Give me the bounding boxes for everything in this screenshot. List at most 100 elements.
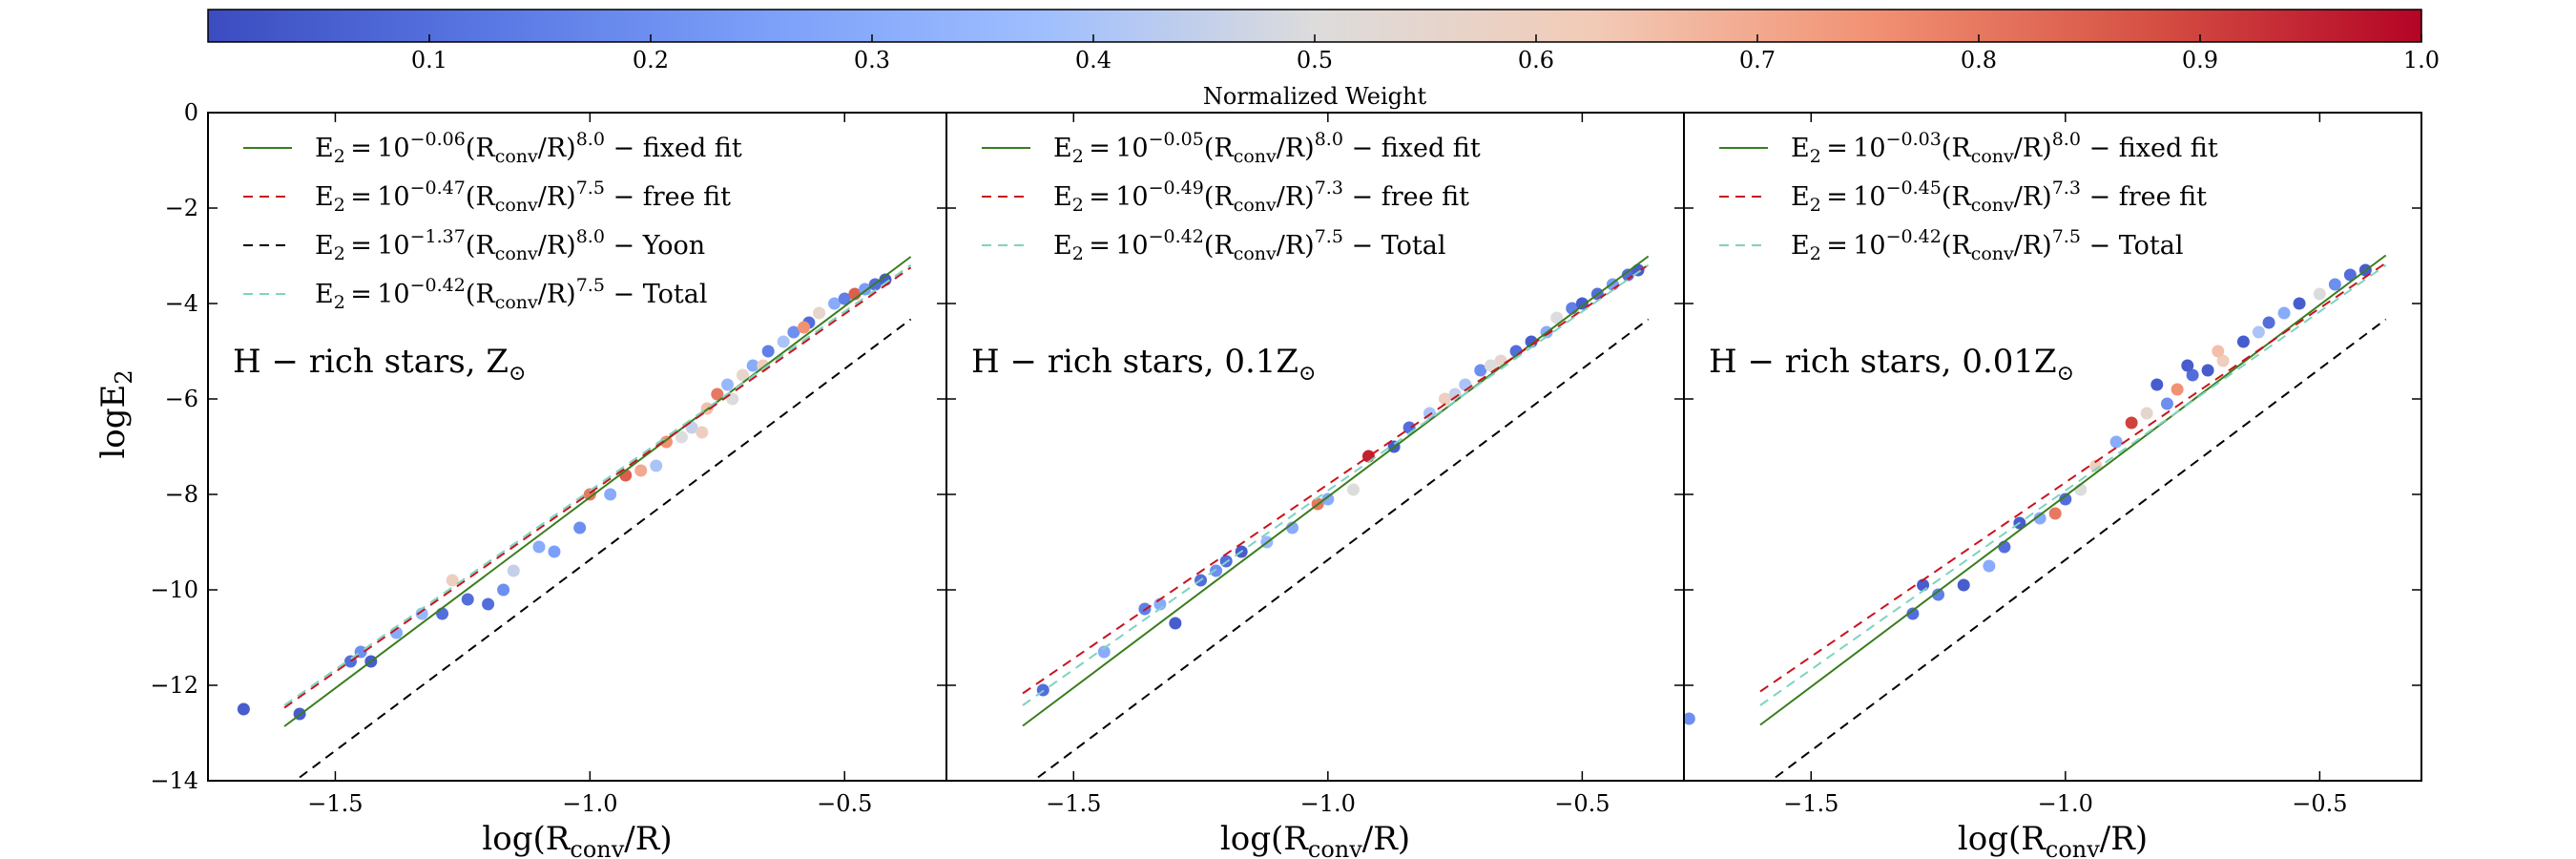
data-point (1550, 311, 1564, 325)
data-point (2236, 335, 2250, 348)
fit-line-total (1022, 263, 1650, 706)
data-point (1459, 378, 1472, 391)
data-point (1906, 607, 1920, 620)
data-point (1210, 564, 1223, 577)
data-point (2328, 278, 2341, 291)
y-axis-title-sub: 2 (111, 369, 137, 384)
legend-entry: E2 = 10−0.06(Rconv/R)8.0 − fixed fit (315, 129, 742, 167)
x-tick-label: −1.0 (562, 790, 617, 817)
x-tick-label: −1.5 (1046, 790, 1101, 817)
panel-label: H − rich stars, 0.01Z⊙ (1709, 343, 2074, 386)
data-point (2125, 416, 2138, 430)
colorbar-tick-label: 0.9 (2182, 47, 2218, 73)
x-tick-label: −1.5 (307, 790, 363, 817)
data-point (2033, 512, 2046, 525)
data-point (2171, 383, 2184, 396)
data-point (2150, 378, 2164, 391)
panel-2: −1.5 −1.0 −0.5 log(Rconv/R) E2 = 10−0.05(Rco… (945, 112, 1685, 859)
legend-entry: E2 = 10−0.49(Rconv/R)7.3 − free fit (1053, 178, 1469, 216)
y-tick-label: −8 (165, 481, 198, 508)
panel-label: H − rich stars, 0.1Z⊙ (971, 343, 1316, 386)
fit-line-total (283, 263, 912, 706)
y-tick-label: −2 (165, 195, 198, 221)
colorbar-tick-label: 0.5 (1297, 47, 1333, 73)
data-point (1169, 617, 1182, 630)
plot-area (1022, 255, 1650, 779)
data-point (650, 459, 663, 472)
data-point (497, 583, 510, 597)
legend-entry: E2 = 10−0.42(Rconv/R)7.5 − Total (1053, 226, 1445, 264)
panel-1: −1.5 −1.0 −0.5 0 −2 −4 −6 −8 −10 −12 −14 log(Rconv/… (150, 99, 947, 859)
plot-area (1684, 254, 2387, 779)
colorbar-ticks: 0.1 0.2 0.3 0.4 0.5 0.6 0.7 0.8 0.9 1.0 (411, 34, 2440, 73)
colorbar-tick-label: 0.1 (411, 47, 447, 73)
data-point (1684, 712, 1695, 725)
data-point (787, 325, 800, 339)
data-point (436, 607, 449, 620)
legend: E2 = 10−0.05(Rconv/R)8.0 − fixed fit E2 =… (982, 129, 1481, 264)
fit-line-fixed-fit (1759, 254, 2387, 726)
fit-line-free-fit (283, 266, 912, 709)
data-point (573, 521, 587, 534)
legend-entry: E2 = 10−0.42(Rconv/R)7.5 − Total (315, 275, 707, 313)
colorbar-tick-label: 0.8 (1961, 47, 1997, 73)
data-point (461, 593, 474, 606)
x-tick-label: −0.5 (2292, 790, 2347, 817)
data-point (2201, 364, 2214, 377)
data-point (482, 597, 495, 611)
data-point (2313, 287, 2326, 301)
data-point (1575, 297, 1589, 310)
x-tick-label: −1.0 (2038, 790, 2093, 817)
x-tick-label: −0.5 (1554, 790, 1610, 817)
data-point (2212, 345, 2225, 358)
data-point (532, 540, 546, 554)
data-point (1621, 268, 1634, 282)
data-point (634, 464, 648, 477)
data-point (675, 430, 688, 444)
legend: E2 = 10−0.03(Rconv/R)8.0 − fixed fit E2 =… (1719, 129, 2218, 264)
data-point (507, 564, 520, 577)
data-point (1957, 578, 1970, 592)
axes-frame (207, 112, 947, 782)
axes-frame (1683, 112, 2422, 782)
axes-frame (945, 112, 1685, 782)
legend: E2 = 10−0.06(Rconv/R)8.0 − fixed fit E2 =… (243, 129, 742, 313)
colorbar-tick-label: 1.0 (2403, 47, 2440, 73)
data-point (828, 297, 841, 310)
legend-entry: E2 = 10−0.47(Rconv/R)7.5 − free fit (315, 178, 731, 216)
legend-entry: E2 = 10−1.37(Rconv/R)8.0 − Yoon (315, 226, 705, 264)
legend-entry: E2 = 10−0.42(Rconv/R)7.5 − Total (1791, 226, 2183, 264)
data-point (604, 488, 617, 501)
data-point (237, 702, 250, 716)
data-point (746, 359, 759, 372)
data-point (2186, 368, 2199, 382)
colorbar-tick-label: 0.7 (1739, 47, 1776, 73)
y-tick-label: −10 (150, 576, 198, 603)
data-point (2277, 306, 2291, 320)
legend-entry: E2 = 10−0.03(Rconv/R)8.0 − fixed fit (1791, 129, 2218, 167)
y-tick-label: −4 (165, 290, 198, 317)
legend-entry: E2 = 10−0.45(Rconv/R)7.3 − free fit (1791, 178, 2207, 216)
data-point (2216, 354, 2230, 367)
data-point (711, 388, 724, 401)
fit-line-fixed-fit (283, 256, 912, 727)
x-tick-label: −1.5 (1783, 790, 1839, 817)
x-tick-label: −0.5 (817, 790, 872, 817)
data-point (2262, 316, 2275, 329)
data-point (2293, 297, 2306, 310)
fit-line-total (1759, 263, 2387, 706)
data-point (1474, 364, 1487, 377)
data-point (2252, 325, 2265, 339)
legend-entry: E2 = 10−0.05(Rconv/R)8.0 − fixed fit (1053, 129, 1481, 167)
y-axis-title: logE2 (94, 369, 137, 458)
y-axis-title-main: logE (94, 385, 133, 459)
data-point (2089, 459, 2103, 472)
data-point (2059, 492, 2072, 506)
data-point (813, 306, 826, 320)
x-axis-title: log(Rconv/R) (1958, 820, 2148, 859)
data-point (2140, 407, 2153, 420)
data-point (2160, 397, 2173, 410)
data-point (1097, 645, 1111, 659)
fit-line-fixed-fit (1022, 255, 1650, 727)
